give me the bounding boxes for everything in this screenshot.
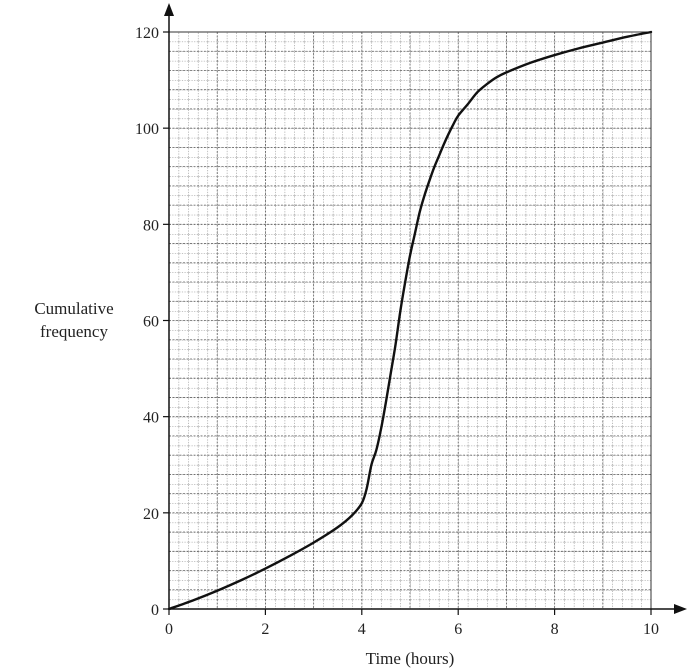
x-tick-label: 6 [454,621,462,638]
y-tick-label: 0 [151,602,159,619]
major-grid [168,31,652,610]
x-axis-arrow [674,604,687,614]
x-tick-label: 0 [165,621,173,638]
x-tick-label: 8 [551,621,559,638]
axes [164,3,687,614]
y-tick-label: 40 [143,410,159,427]
x-tick-label: 4 [358,621,366,638]
x-tick-label: 2 [261,621,269,638]
x-axis-label: Time (hours) [366,649,455,668]
y-tick-label: 60 [143,314,159,331]
y-tick-label: 120 [135,25,159,42]
y-tick-label: 100 [135,121,159,138]
y-axis-label-line-1: Cumulative [34,299,113,318]
x-tick-label: 10 [643,621,659,638]
cumulative-frequency-curve [167,30,653,611]
y-tick-label: 20 [143,506,159,523]
y-axis-arrow [164,3,174,16]
y-axis-label-line-2: frequency [40,322,108,341]
y-tick-label: 80 [143,217,159,234]
